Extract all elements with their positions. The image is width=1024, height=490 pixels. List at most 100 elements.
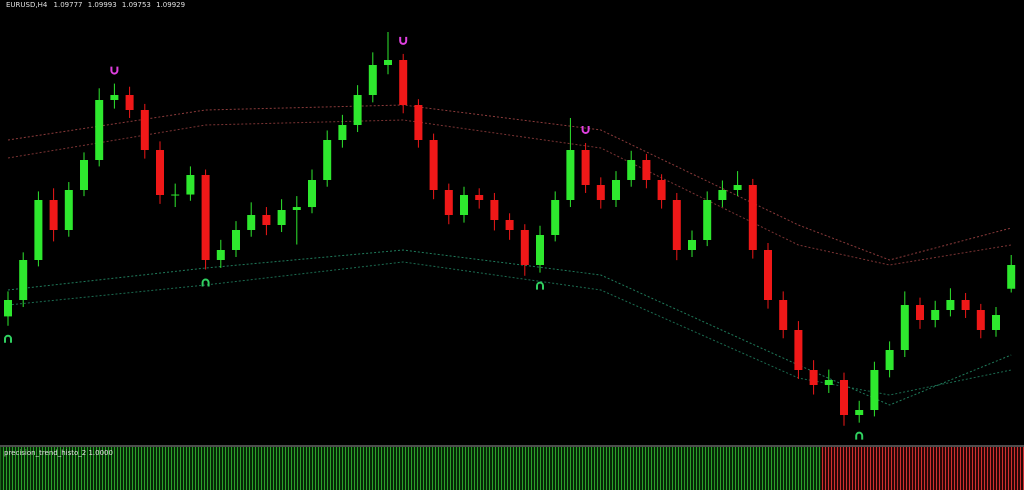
candle-body [308, 180, 316, 208]
histogram-bar [319, 447, 335, 490]
histogram-bar [46, 447, 62, 490]
candle-body [4, 300, 12, 317]
histogram-bar [486, 447, 502, 490]
histogram-bar [775, 447, 791, 490]
candle-body [262, 215, 271, 225]
candle-body [931, 310, 940, 320]
candle-body [596, 185, 605, 200]
candle-body [414, 105, 423, 140]
histogram-bar [441, 447, 457, 490]
candle-body [566, 150, 575, 200]
candle-body [277, 210, 286, 225]
histogram-bar [760, 447, 776, 490]
candle-body [80, 160, 88, 190]
candle-body [505, 220, 514, 230]
candle-body [657, 180, 666, 200]
price-panel [4, 32, 1016, 440]
histogram-bar [502, 447, 518, 490]
candle-body [444, 190, 453, 215]
candle-body [961, 300, 970, 310]
candle-body [323, 140, 332, 180]
candle-body [612, 180, 620, 200]
histogram-bar [973, 447, 989, 490]
histogram-bar [334, 447, 350, 490]
candle-body [642, 160, 651, 180]
candle-body [916, 305, 924, 320]
histogram-bar [988, 447, 1004, 490]
histogram-bar [790, 447, 806, 490]
candle-body [536, 235, 544, 265]
sell-signal [581, 125, 590, 134]
histogram-bar [228, 447, 244, 490]
candle-body [551, 200, 560, 235]
candle-body [475, 195, 484, 200]
histogram-bar [258, 447, 274, 490]
histogram-bar [137, 447, 153, 490]
histogram-bar [106, 447, 122, 490]
candle-body [232, 230, 240, 250]
histogram-bar [623, 447, 639, 490]
candle-body [247, 215, 256, 230]
histogram-bar [745, 447, 761, 490]
band-line [7, 119, 1012, 266]
candle-body [384, 60, 392, 65]
candle-body [718, 190, 727, 200]
candle-body [520, 230, 529, 265]
sell-signal [110, 66, 119, 75]
histogram-bar [350, 447, 366, 490]
histogram-bar [547, 447, 563, 490]
histogram-bar [836, 447, 852, 490]
candle-body [885, 350, 894, 370]
candle-body [855, 410, 864, 415]
candle-body [627, 160, 636, 180]
histogram-bar [927, 447, 943, 490]
indicator-label: precision_trend_histo_2 1.0000 [4, 449, 113, 457]
histogram-bar [274, 447, 290, 490]
candle-body [840, 380, 848, 415]
candle-body [171, 194, 180, 196]
histogram-bar [395, 447, 411, 490]
histogram-bar [182, 447, 198, 490]
histogram-bar [608, 447, 624, 490]
histogram-bar [122, 447, 138, 490]
candle-body [368, 65, 377, 95]
last-high: 1.09993 [88, 1, 117, 9]
histogram-bar [304, 447, 320, 490]
candle-body [779, 300, 788, 330]
histogram-bar [243, 447, 259, 490]
candle-body [19, 260, 28, 300]
histogram-bar [730, 447, 746, 490]
histogram-bar [152, 447, 168, 490]
candle-body [490, 200, 499, 220]
histogram-bar [912, 447, 928, 490]
histogram-bar [76, 447, 92, 490]
candle-body [733, 185, 742, 190]
histogram-bar [456, 447, 472, 490]
histogram-bar [471, 447, 487, 490]
candle-body [110, 95, 119, 100]
histogram-bar [806, 447, 822, 490]
histogram-bar [562, 447, 578, 490]
histogram-bar [91, 447, 107, 490]
histogram-bar [851, 447, 867, 490]
candle-body [946, 300, 955, 310]
candle-body [34, 200, 43, 260]
candle-body [581, 150, 590, 185]
histogram-bar [30, 447, 46, 490]
candle-body [201, 175, 210, 260]
last-open: 1.09777 [54, 1, 83, 9]
histogram-bar [15, 447, 31, 490]
histogram-bar [380, 447, 396, 490]
histogram-bar [213, 447, 229, 490]
candle-body [794, 330, 803, 370]
histogram-bar [821, 447, 837, 490]
candle-body [992, 315, 1000, 330]
histogram-bar [958, 447, 974, 490]
histogram-bar [0, 447, 16, 490]
histogram-bar [882, 447, 898, 490]
buy-signal [4, 334, 12, 343]
histogram-bar [517, 447, 533, 490]
buy-signal [855, 431, 864, 440]
